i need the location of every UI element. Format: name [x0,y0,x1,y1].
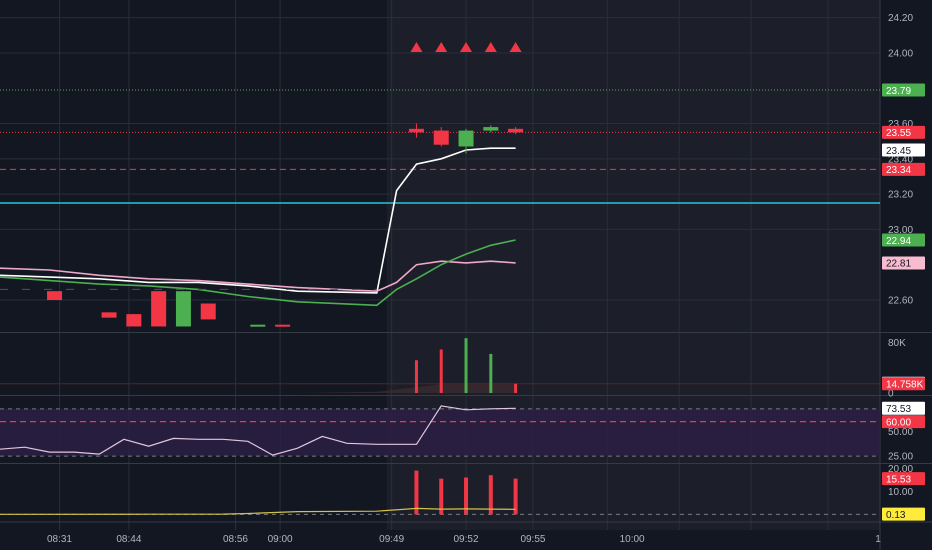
volume-bar [464,338,468,393]
candle-body[interactable] [151,291,167,327]
time-tick-label: 10:00 [620,534,645,545]
osc-tick-label: 20.00 [888,464,913,475]
rsi-tag-bg [882,401,925,415]
osc-bar [513,478,518,515]
price-tag-bg [882,162,925,176]
price-tag-bg [882,143,925,157]
rsi-tick-label: 25.00 [888,452,913,463]
volume-tick-label: 0 [888,389,894,400]
rsi-band [0,408,880,457]
price-tag-label: 22.81 [886,259,911,270]
osc-tag-bg [882,507,925,521]
price-tick-label: 23.00 [888,225,913,236]
signal-triangle-marker [435,42,448,52]
osc-line [0,507,516,515]
candle-body[interactable] [101,312,117,318]
candle-body[interactable] [275,324,291,327]
price-tag-bg [882,233,925,247]
osc-tick-label: 10.00 [888,487,913,498]
time-tick-label: 1 [875,534,881,545]
volume-bar [514,383,518,393]
candle-body[interactable] [250,324,266,327]
price-tag-label: 23.79 [886,86,911,97]
candle-body[interactable] [200,303,216,320]
signal-triangle-marker [410,42,423,52]
volume-bar [439,349,443,393]
price-tag-label: 22.94 [886,236,911,247]
osc-bar [464,477,469,515]
price-tick-label: 23.20 [888,190,913,201]
rsi-tag-bg [882,415,925,429]
volume-tick-label: 80K [888,338,906,349]
candle-body[interactable] [175,291,191,327]
time-tick-label: 08:56 [223,534,248,545]
price-tick-label: 24.20 [888,13,913,24]
price-tag-bg [882,83,925,97]
candle-body[interactable] [458,130,474,147]
time-tick-label: 09:55 [520,534,545,545]
osc-tag-label: 0.13 [886,510,906,521]
rsi-tick-label: 50.00 [888,427,913,438]
candle-body[interactable] [433,130,449,145]
volume-tag-label: 14.758K [886,379,924,390]
time-tick-label: 09:00 [268,534,293,545]
osc-bar [488,475,493,515]
rsi-tag-label: 60.00 [886,417,911,428]
rsi-line [0,405,516,456]
time-tick-label: 08:44 [116,534,141,545]
price-tag-label: 23.55 [886,128,911,139]
volume-bar [414,360,418,393]
rsi-tag-label: 73.53 [886,404,911,415]
candle-body[interactable] [483,127,499,131]
price-tag-bg [882,256,925,270]
time-tick-label: 09:52 [454,534,479,545]
price-tick-label: 23.40 [888,154,913,165]
osc-tag-label: 15.53 [886,474,911,485]
signal-triangle-marker [460,42,473,52]
price-tick-label: 22.60 [888,296,913,307]
signal-triangle-marker [509,42,522,52]
price-tag-bg [882,125,925,139]
price-tick-label: 23.60 [888,119,913,130]
candle-body[interactable] [508,128,524,133]
candle-body[interactable] [408,128,424,133]
volume-bar [489,353,493,393]
price-tag-label: 23.34 [886,165,911,176]
candle-body[interactable] [47,291,63,300]
time-tick-label: 08:31 [47,534,72,545]
volume-tag-bg [882,377,925,391]
osc-bar [439,478,444,515]
time-tick-label: 09:49 [379,534,404,545]
price-series-line [0,147,516,294]
signal-triangle-marker [484,42,497,52]
price-tick-label: 24.00 [888,48,913,59]
price-tag-label: 23.45 [886,146,911,157]
osc-tag-bg [882,472,925,486]
candle-body[interactable] [126,314,142,327]
price-series-line [0,239,516,307]
osc-bar [414,470,419,515]
